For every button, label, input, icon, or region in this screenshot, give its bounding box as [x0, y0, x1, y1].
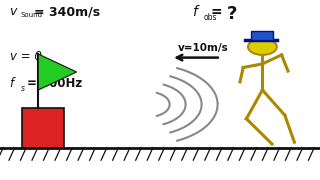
- Circle shape: [248, 39, 277, 55]
- Bar: [251, 31, 273, 40]
- Text: = 500Hz: = 500Hz: [27, 77, 83, 90]
- Text: s: s: [21, 84, 25, 93]
- Text: ?: ?: [227, 5, 237, 23]
- Bar: [22, 108, 64, 148]
- Text: v = 0: v = 0: [10, 50, 42, 63]
- Text: f: f: [192, 5, 197, 19]
- Text: v: v: [10, 5, 17, 18]
- Text: obs: obs: [203, 14, 217, 22]
- Text: = 340m/s: = 340m/s: [34, 5, 100, 18]
- Polygon shape: [38, 54, 76, 90]
- Text: f: f: [10, 77, 14, 90]
- Text: =: =: [211, 5, 228, 19]
- Text: v=10m/s: v=10m/s: [178, 43, 228, 53]
- Text: Sound: Sound: [21, 12, 43, 18]
